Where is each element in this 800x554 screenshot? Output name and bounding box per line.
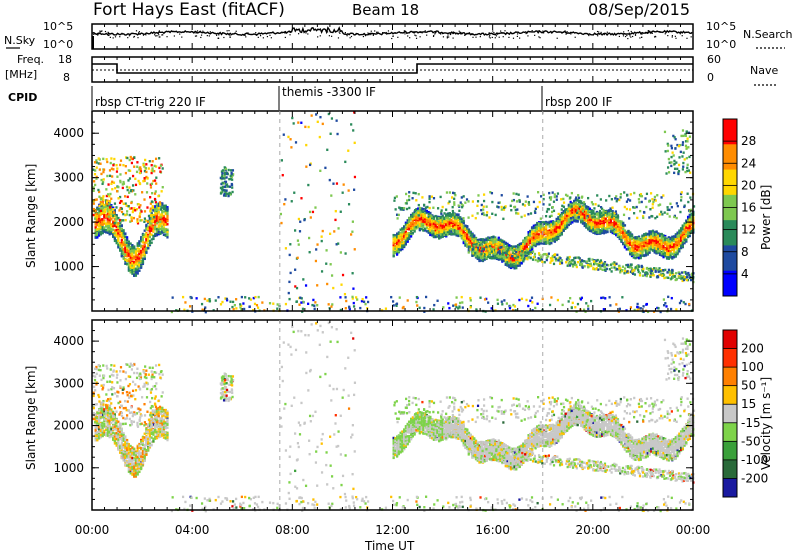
nave-label: Nave (750, 64, 778, 77)
cpid-label: CPID (8, 91, 37, 104)
x-tick-label: 20:00 (576, 523, 611, 537)
noise-sky-label: N.Sky (4, 34, 36, 47)
noise-tick-left-top: 10^5 (43, 20, 73, 33)
noise-tick-right-top: 10^5 (706, 20, 736, 33)
x-tick-label: 00:00 (75, 523, 110, 537)
y-tick-label: 2000 (53, 419, 84, 433)
colorbar-tick-label: 8 (741, 245, 749, 259)
x-tick-label: 04:00 (175, 523, 210, 537)
nave-tick-bottom: 0 (707, 71, 714, 84)
colorbar-tick-label: 200 (741, 342, 764, 356)
colorbar-tick-label: 20 (741, 178, 756, 192)
y-tick-label: 2000 (53, 215, 84, 229)
y-tick-label: 4000 (53, 334, 84, 348)
power-heatmap (92, 111, 695, 313)
y-tick-label: 1000 (53, 461, 84, 475)
colorbar-tick-label: -50 (741, 434, 761, 448)
cpid-segment-3: rbsp 200 IF (545, 95, 612, 109)
y-tick-label: 4000 (53, 126, 84, 140)
colorbar-tick-label: 100 (741, 360, 764, 374)
cpid-segment-1: rbsp CT-trig 220 IF (95, 95, 206, 109)
power-colorbar-label: Power [dB] (759, 185, 773, 250)
x-tick-label: 12:00 (375, 523, 410, 537)
colorbar-tick-label: 4 (741, 267, 749, 281)
colorbar-tick-label: -15 (741, 416, 761, 430)
noise-search-label: N.Search (743, 28, 793, 41)
date-label: 08/Sep/2015 (588, 0, 690, 19)
x-tick-label: 16:00 (475, 523, 510, 537)
colorbar-tick-label: 28 (741, 134, 756, 148)
plot-title: Fort Hays East (fitACF) (93, 0, 285, 20)
freq-unit-label: [MHz] (5, 68, 37, 81)
power-ylabel: Slant Range [km] (24, 164, 38, 268)
y-tick-label: 1000 (53, 260, 84, 274)
colorbar-tick-label: 12 (741, 223, 756, 237)
freq-tick-top: 18 (58, 53, 72, 66)
radar-summary-plot: Fort Hays East (fitACF) Beam 18 08/Sep/2… (0, 0, 800, 554)
freq-label: Freq. (17, 53, 44, 66)
noise-tick-right-bottom: 10^0 (706, 38, 736, 51)
freq-tick-bottom: 8 (63, 71, 70, 84)
colorbar-tick-label: 16 (741, 201, 756, 215)
beam-label: Beam 18 (352, 1, 419, 19)
velocity-heatmap (92, 320, 695, 512)
power-colorbar: 28 24 20 16 12 8 4 (723, 119, 756, 297)
y-tick-label: 3000 (53, 171, 84, 185)
velocity-colorbar-label: Velocity [m s⁻¹] (759, 377, 773, 470)
noise-tick-left-bottom: 10^0 (43, 38, 73, 51)
colorbar-tick-label: -200 (741, 471, 768, 485)
x-tick-label: 08:00 (275, 523, 310, 537)
y-tick-label: 3000 (53, 376, 84, 390)
cpid-segment-2: themis -3300 IF (282, 85, 376, 99)
nave-tick-top: 60 (707, 53, 721, 66)
x-tick-label: 00:00 (676, 523, 711, 537)
colorbar-tick-label: 24 (741, 156, 756, 170)
velocity-ylabel: Slant Range [km] (24, 366, 38, 470)
colorbar-tick-label: 50 (741, 379, 756, 393)
colorbar-tick-label: 15 (741, 397, 756, 411)
x-axis-label: Time UT (364, 539, 415, 553)
freq-series (92, 64, 693, 73)
